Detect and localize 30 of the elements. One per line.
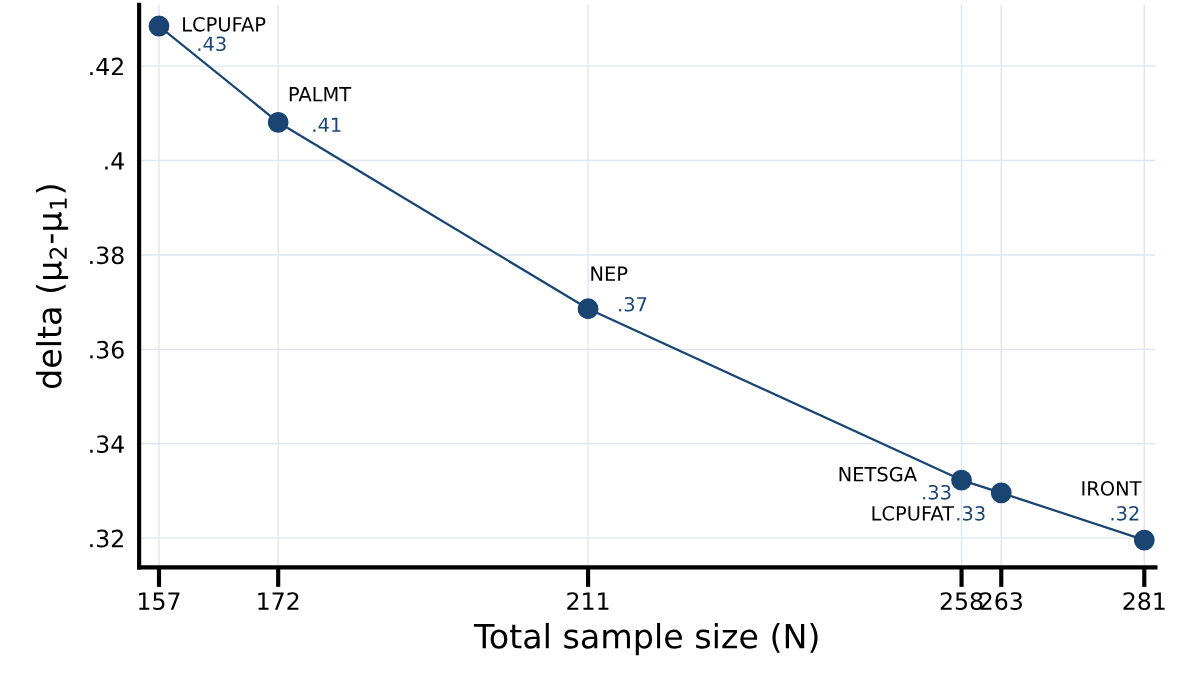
y-tick-label: .34 — [90, 435, 124, 454]
x-tick-label: 172 — [258, 592, 299, 610]
data-label: .37 — [619, 296, 647, 312]
y-tick-label: .32 — [90, 529, 123, 548]
point — [1133, 529, 1155, 551]
y-axis-title: delta (μ$_{2}$-μ$_{1}$) — [35, 185, 69, 389]
y-tick-label: .38 — [90, 246, 124, 265]
y-tick-label: .4 — [105, 152, 124, 170]
data-label: .41 — [313, 117, 341, 132]
annotation: LCPUFAP — [183, 16, 266, 32]
annotation: NETSGA — [839, 466, 917, 482]
point — [951, 469, 972, 491]
annotation: NEP — [591, 266, 628, 281]
annotation: PALMT — [289, 87, 352, 102]
point — [267, 111, 289, 133]
y-tick-label: .42 — [90, 57, 123, 76]
data-label: .33 — [923, 484, 951, 500]
point — [577, 298, 599, 320]
data-label: .32 — [1111, 505, 1139, 521]
data-label: .43 — [198, 36, 226, 52]
annotation: IRONT — [1082, 480, 1142, 496]
point — [148, 15, 170, 37]
x-axis-title: Total sample size (N) — [473, 622, 818, 656]
x-tick-label: 281 — [1123, 592, 1165, 611]
y-tick-label: .36 — [90, 340, 124, 359]
point — [990, 482, 1012, 504]
x-tick-label: 211 — [567, 592, 609, 610]
data-label: .33 — [957, 506, 985, 521]
x-tick-label: 157 — [139, 592, 180, 611]
annotation: LCPUFAT — [872, 506, 955, 521]
